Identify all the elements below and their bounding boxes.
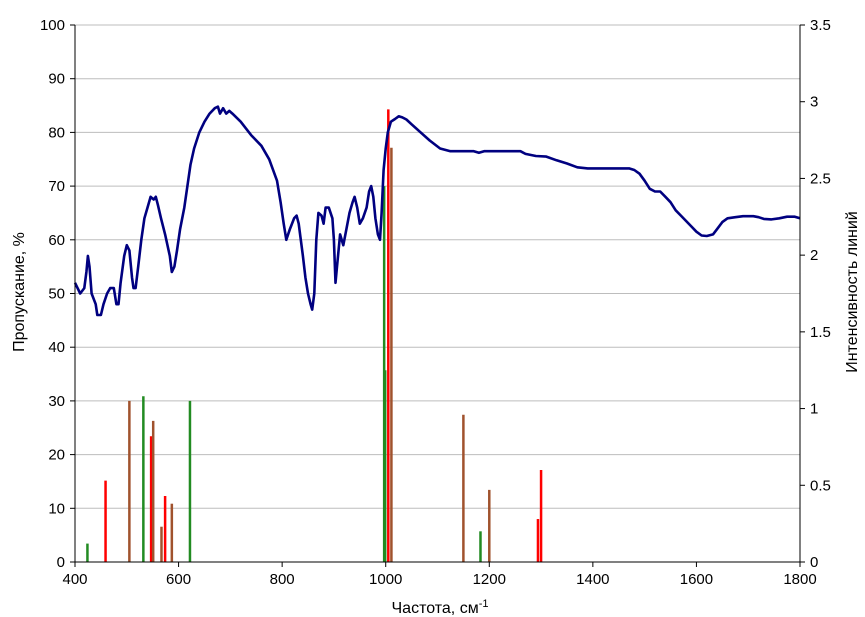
y2-tick-label-2.5: 2.5	[810, 170, 831, 187]
y-tick-label-20: 20	[48, 447, 65, 464]
x-tick-label-600: 600	[166, 571, 191, 588]
y2-tick-label-2: 2	[810, 247, 818, 264]
y-tick-label-70: 70	[48, 178, 65, 195]
x-tick-label-800: 800	[270, 571, 295, 588]
x-tick-label-1600: 1600	[680, 571, 713, 588]
x-tick-label-1200: 1200	[473, 571, 506, 588]
x-axis-title: Частота, см-1	[392, 598, 489, 617]
y-tick-label-50: 50	[48, 286, 65, 303]
y-tick-label-40: 40	[48, 339, 65, 356]
intensity-lines	[86, 109, 543, 562]
y-tick-label-80: 80	[48, 124, 65, 141]
x-tick-label-400: 400	[62, 571, 87, 588]
y2-tick-label-3: 3	[810, 94, 818, 111]
y2-axis-title: Интенсивность линий	[844, 211, 861, 372]
y2-tick-label-3.5: 3.5	[810, 17, 831, 34]
gridlines	[75, 24, 800, 509]
transmission-curve-layer	[73, 105, 801, 317]
y-tick-label-100: 100	[40, 17, 65, 34]
y-tick-label-0: 0	[57, 554, 65, 571]
tick-labels: 400 600 800 1000 1200 1400 1600 180001020304050…	[40, 17, 831, 588]
y2-tick-label-1: 1	[810, 401, 818, 418]
x-axis-title-superscript: -1	[479, 598, 489, 610]
transmission-curve-0	[73, 105, 801, 317]
y-axis-title: Пропускание, %	[11, 232, 28, 352]
x-tick-label-1000: 1000	[369, 571, 402, 588]
y-tick-label-60: 60	[48, 232, 65, 249]
y-tick-label-30: 30	[48, 393, 65, 410]
y-tick-label-10: 10	[48, 500, 65, 517]
y2-tick-label-1.5: 1.5	[810, 324, 831, 341]
x-tick-label-1800: 1800	[783, 571, 816, 588]
axes	[70, 24, 805, 567]
y2-tick-label-0.5: 0.5	[810, 477, 831, 494]
x-tick-label-1400: 1400	[576, 571, 609, 588]
y2-tick-label-0: 0	[810, 554, 818, 571]
y-tick-label-90: 90	[48, 71, 65, 88]
